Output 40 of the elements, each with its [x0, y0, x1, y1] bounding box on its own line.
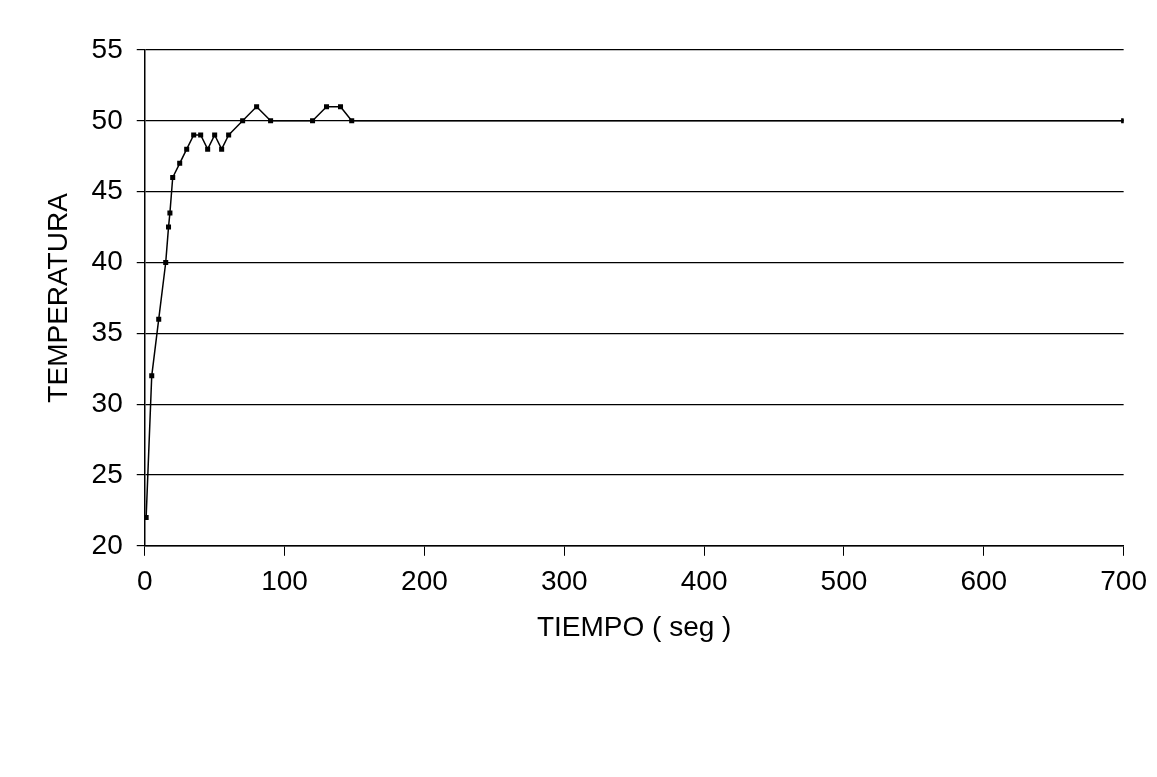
- point: [349, 118, 355, 124]
- y-tick-label: 45: [91, 174, 123, 206]
- y-tick-label: 30: [91, 386, 123, 418]
- point: [166, 224, 172, 230]
- x-tick-label: 400: [680, 565, 728, 597]
- point: [219, 146, 225, 152]
- x-tick-label: 300: [540, 565, 588, 597]
- x-tick-label: 600: [960, 565, 1008, 597]
- point: [226, 132, 232, 138]
- x-tick-label: 200: [401, 565, 448, 597]
- point: [144, 514, 149, 520]
- point: [163, 259, 169, 265]
- point: [254, 104, 260, 110]
- y-tick-label: 40: [91, 245, 123, 277]
- point: [167, 210, 173, 216]
- point: [338, 104, 344, 110]
- point: [191, 132, 197, 138]
- point: [198, 132, 204, 138]
- point: [170, 174, 176, 181]
- point: [268, 118, 274, 124]
- x-tick-label: 500: [820, 565, 868, 597]
- x-tick-label: 0: [136, 565, 153, 597]
- point: [205, 146, 211, 152]
- x-axis-title: TIEMPO ( seg ): [536, 610, 732, 642]
- point: [310, 118, 316, 124]
- point: [184, 146, 190, 152]
- point: [240, 118, 246, 124]
- point: [177, 160, 183, 166]
- x-tick-label: 100: [261, 565, 308, 597]
- point: [149, 373, 155, 379]
- y-tick-label: 25: [91, 457, 123, 489]
- y-tick-label: 20: [91, 528, 123, 560]
- y-axis-title: TEMPERATURA: [41, 192, 73, 403]
- x-tick-label: 700: [1100, 565, 1147, 597]
- point: [156, 316, 162, 322]
- y-tick-label: 35: [91, 316, 123, 348]
- y-tick-label: 50: [91, 103, 123, 135]
- point: [212, 132, 218, 138]
- y-tick-label: 55: [91, 32, 123, 64]
- point: [324, 104, 330, 110]
